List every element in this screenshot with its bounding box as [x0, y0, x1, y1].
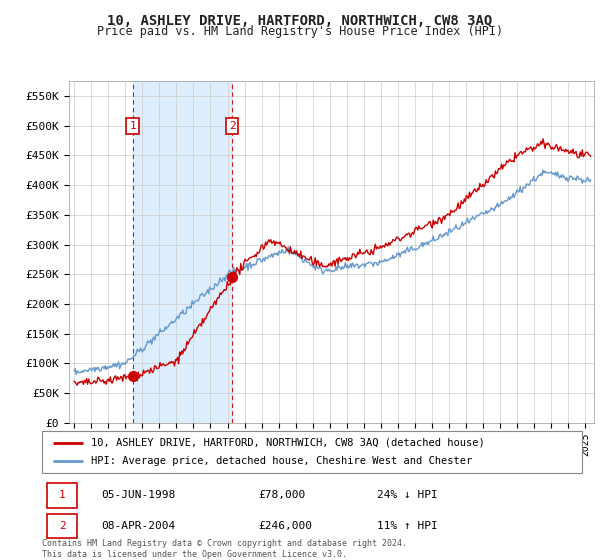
Text: Contains HM Land Registry data © Crown copyright and database right 2024.
This d: Contains HM Land Registry data © Crown c… [42, 539, 407, 559]
Text: Price paid vs. HM Land Registry's House Price Index (HPI): Price paid vs. HM Land Registry's House … [97, 25, 503, 38]
Text: HPI: Average price, detached house, Cheshire West and Chester: HPI: Average price, detached house, Ches… [91, 456, 472, 466]
Text: £246,000: £246,000 [258, 521, 312, 531]
Text: 1: 1 [59, 491, 65, 501]
Text: £78,000: £78,000 [258, 491, 305, 501]
Bar [47, 483, 77, 507]
Text: 2: 2 [229, 121, 235, 130]
Text: 10, ASHLEY DRIVE, HARTFORD, NORTHWICH, CW8 3AQ: 10, ASHLEY DRIVE, HARTFORD, NORTHWICH, C… [107, 14, 493, 28]
Bar [133, 81, 232, 423]
Text: 05-JUN-1998: 05-JUN-1998 [101, 491, 176, 501]
Text: 2: 2 [59, 521, 65, 531]
Text: 24% ↓ HPI: 24% ↓ HPI [377, 491, 437, 501]
Text: 08-APR-2004: 08-APR-2004 [101, 521, 176, 531]
Bar [47, 514, 77, 538]
Text: 10, ASHLEY DRIVE, HARTFORD, NORTHWICH, CW8 3AQ (detached house): 10, ASHLEY DRIVE, HARTFORD, NORTHWICH, C… [91, 438, 484, 448]
Text: 1: 1 [129, 121, 136, 130]
Text: 11% ↑ HPI: 11% ↑ HPI [377, 521, 437, 531]
